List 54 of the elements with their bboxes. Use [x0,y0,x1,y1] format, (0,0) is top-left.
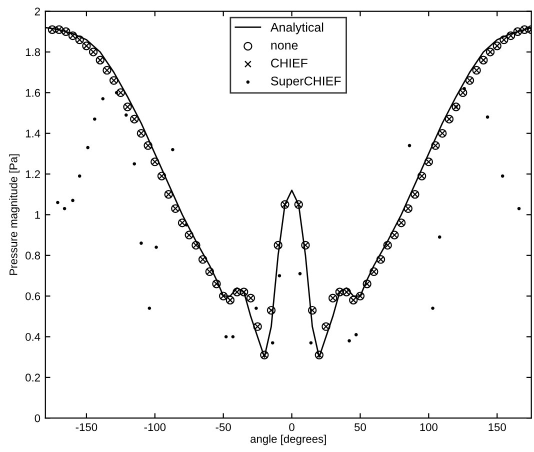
y-tick-label: 0.2 [26,374,40,382]
y-tick-label: 2 [34,8,40,16]
x-tick-label: 150 [488,423,506,432]
point [148,306,152,310]
x-tick-label: 100 [420,423,438,432]
point [124,113,128,117]
point [462,86,466,90]
point [486,115,490,119]
y-tick-label: 1.8 [26,48,40,56]
point [114,91,118,94]
point [298,272,302,276]
point [224,335,228,338]
point [154,246,158,249]
point [71,198,74,202]
legend-label: CHIEF [271,58,308,68]
point [309,341,313,344]
point [348,339,351,342]
point [408,144,412,148]
point [438,235,442,239]
y-tick-label: 1.4 [26,130,40,138]
legend-label: SuperCHIEF [271,76,341,88]
point [278,274,282,278]
x-tick-label: -150 [76,423,98,432]
point [132,162,136,166]
point [231,335,235,338]
point [93,117,96,121]
point [431,306,434,310]
x-tick-label: -50 [216,423,231,432]
y-tick-label: 0.4 [26,333,40,341]
x-tick-label: 0 [289,423,294,432]
y-tick-label: 1 [35,211,40,219]
x-tick-label: -100 [144,423,166,432]
y-tick-label: 1.2 [26,170,40,178]
x-axis-title: angle [degrees] [250,434,326,446]
point [517,206,521,210]
y-tick-label: 0.8 [26,252,40,260]
point [270,341,274,344]
point [56,200,60,204]
point [500,174,504,178]
point [86,146,90,150]
point [78,174,82,178]
y-axis-title: Pressure magnitude [Pa] [9,154,20,275]
y-tick-label: 0 [34,414,40,422]
point [101,97,105,100]
legend-label: Analytical [270,22,324,34]
x-tick-label: 50 [354,423,366,432]
point [62,206,66,210]
point [254,306,258,310]
y-tick-label: 0.6 [26,292,40,300]
point [140,242,143,245]
legend-label: none [271,42,298,50]
point [171,148,174,152]
y-tick-label: 1.6 [26,88,40,97]
point [354,333,358,336]
